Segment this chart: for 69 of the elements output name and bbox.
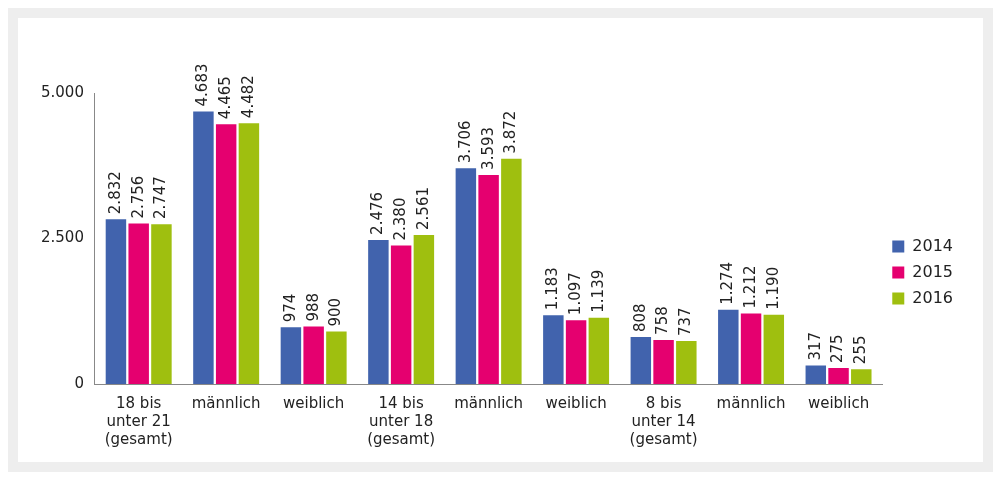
bar xyxy=(455,168,477,384)
data-label: 758 xyxy=(653,306,672,335)
bar xyxy=(501,158,522,384)
bar xyxy=(128,223,149,384)
bar xyxy=(390,245,412,384)
legend-label: 2016 xyxy=(912,287,953,307)
legend-label: 2014 xyxy=(912,235,953,255)
x-tick-label: weiblich xyxy=(807,393,870,412)
x-tick-label: weiblich xyxy=(545,393,607,412)
bar xyxy=(653,339,674,384)
bar xyxy=(588,317,610,384)
data-label: 1.190 xyxy=(763,266,782,310)
data-label: 3.706 xyxy=(455,120,474,164)
x-tick-label: männlich xyxy=(454,393,524,412)
data-label: 2.832 xyxy=(105,171,124,215)
data-label: 3.872 xyxy=(501,110,520,154)
bar xyxy=(105,219,127,384)
y-tick-label: 0 xyxy=(74,373,84,392)
data-label: 1.212 xyxy=(740,265,759,309)
data-label: 2.747 xyxy=(151,176,170,220)
bar xyxy=(151,224,172,384)
data-label: 275 xyxy=(828,334,847,363)
bar xyxy=(740,313,762,384)
data-label: 988 xyxy=(303,292,322,322)
legend-label: 2015 xyxy=(912,261,953,281)
bar xyxy=(368,239,389,384)
x-tick-label: 14 bis unter 18 (gesamt) xyxy=(367,393,436,448)
data-label: 737 xyxy=(676,307,695,337)
data-label: 808 xyxy=(630,303,649,332)
data-label: 3.593 xyxy=(478,126,497,170)
data-label: 4.465 xyxy=(216,76,235,120)
bar xyxy=(718,309,739,384)
bar xyxy=(326,331,347,384)
bar xyxy=(413,234,435,384)
data-label: 1.274 xyxy=(718,261,737,305)
data-label: 1.139 xyxy=(588,269,607,313)
data-label: 2.380 xyxy=(391,197,410,241)
bar xyxy=(630,336,652,384)
data-label: 2.476 xyxy=(368,191,387,235)
bar xyxy=(193,111,214,384)
data-label: 4.482 xyxy=(238,75,257,119)
bar xyxy=(676,341,697,384)
data-label: 2.756 xyxy=(128,175,147,219)
bar xyxy=(238,123,260,384)
data-label: 1.097 xyxy=(565,272,584,316)
data-label: 2.561 xyxy=(413,187,432,230)
bar xyxy=(565,320,587,384)
x-tick-label: 18 bis unter 21 (gesamt) xyxy=(104,393,173,448)
bar xyxy=(543,315,564,384)
bar xyxy=(851,369,872,384)
x-tick-label: weiblich xyxy=(283,393,345,412)
data-label: 900 xyxy=(326,297,345,327)
x-tick-label: 8 bis unter 14 (gesamt) xyxy=(629,393,698,448)
bar xyxy=(763,314,785,384)
y-tick-label: 2.500 xyxy=(40,228,84,247)
bar xyxy=(215,124,237,384)
bar xyxy=(478,174,499,384)
bar xyxy=(303,326,324,384)
y-tick-label: 5.000 xyxy=(40,82,84,101)
data-label: 974 xyxy=(280,293,299,323)
data-label: 1.183 xyxy=(543,267,562,311)
data-label: 4.683 xyxy=(193,63,212,107)
bar xyxy=(828,368,849,384)
x-tick-label: männlich xyxy=(716,393,786,412)
data-label: 317 xyxy=(805,331,824,361)
x-tick-label: männlich xyxy=(191,393,261,412)
bar xyxy=(280,327,302,384)
data-label: 255 xyxy=(851,335,870,365)
bar xyxy=(805,365,827,384)
